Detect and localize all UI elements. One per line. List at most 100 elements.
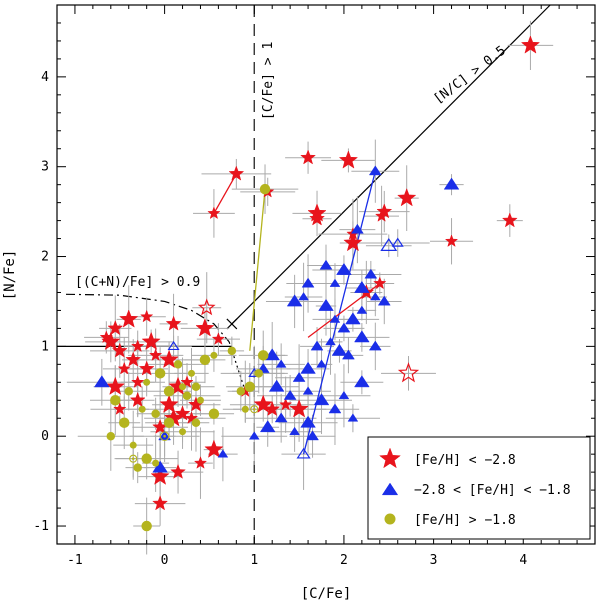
circle-point (141, 520, 152, 532)
triangle-point (380, 238, 398, 251)
star-point (131, 339, 145, 353)
triangle-point (347, 413, 359, 422)
y-axis-title: [N/Fe] (2, 250, 18, 301)
triangle-point (310, 340, 324, 351)
star-point (138, 360, 155, 376)
star-point (211, 332, 226, 345)
triangle-point (364, 268, 378, 279)
c-plus-n-threshold-curve (65, 293, 230, 343)
triangle-point (94, 375, 110, 388)
star-point (125, 351, 142, 367)
n-c-threshold-line (231, 4, 551, 325)
star-point (501, 212, 518, 228)
star-point (174, 405, 191, 421)
y-tick-label: 0 (41, 429, 49, 444)
triangle-point (274, 412, 288, 423)
circle-point (154, 368, 166, 379)
circle-point (129, 454, 138, 463)
threshold-intersection-mark (226, 318, 238, 330)
star-point (150, 466, 170, 485)
circle-point (191, 382, 201, 392)
legend-circle-marker (384, 513, 396, 525)
circle-point (152, 459, 160, 467)
circle-point (227, 346, 237, 356)
triangle-point (301, 277, 315, 288)
circle-point (106, 431, 116, 441)
circle-point (179, 383, 187, 391)
triangle-point (354, 375, 370, 388)
triangle-point (286, 294, 303, 307)
circle-point-center (131, 457, 135, 460)
legend-star-marker (379, 447, 401, 469)
star-point (289, 399, 309, 418)
star-point (373, 276, 387, 290)
triangle-point (329, 278, 341, 287)
connector-line (302, 171, 376, 455)
triangle-point (328, 403, 342, 414)
star-point (119, 309, 139, 328)
star-point (184, 411, 199, 424)
star-point (195, 318, 215, 337)
circle-point (191, 418, 201, 427)
triangle-point (306, 430, 319, 441)
circle-point (119, 417, 130, 428)
circle-point-center (163, 434, 166, 438)
star-point (204, 439, 224, 458)
circle-point (188, 369, 195, 377)
star-point (131, 375, 145, 388)
circle-point (173, 360, 183, 369)
triangle-point (298, 292, 309, 301)
x-tick-label: -1 (67, 553, 83, 568)
star-point (170, 463, 186, 479)
triangle-point (300, 415, 316, 428)
triangle-point (369, 292, 381, 301)
x-tick-label: 4 (519, 553, 527, 568)
circle-point (210, 351, 218, 359)
circle-point (196, 396, 204, 404)
star-point (148, 348, 163, 361)
star-point (101, 331, 121, 351)
star-point (193, 456, 208, 469)
star-point (159, 349, 179, 369)
triangle-point (329, 314, 341, 323)
x-tick-label: 2 (340, 553, 348, 568)
connector-line (249, 189, 266, 351)
triangle-point (300, 361, 316, 374)
circle-point (138, 405, 146, 413)
star-point (300, 149, 316, 165)
triangle-point (377, 295, 391, 306)
circle-point (141, 453, 152, 464)
circle-point (254, 369, 263, 378)
triangle-point (391, 237, 404, 247)
y-tick-label: -1 (33, 519, 49, 534)
triangle-point (368, 165, 382, 176)
star-point (111, 342, 128, 358)
star-point (207, 206, 221, 220)
star-point (180, 375, 194, 388)
y-tick-label: 2 (41, 250, 49, 265)
star-point (397, 362, 420, 383)
circle-point (129, 441, 137, 449)
star-point (374, 209, 389, 222)
x-axis-title: [C/Fe] (301, 586, 352, 602)
triangle-point (264, 348, 281, 361)
triangle-point (259, 420, 276, 433)
triangle-point (217, 449, 229, 458)
reference-lines (57, 4, 551, 544)
triangle-point (268, 379, 285, 392)
triangle-point (318, 298, 334, 311)
star-point (159, 394, 179, 413)
circle-point (244, 381, 256, 393)
circle-point (110, 395, 121, 406)
y-tick-label: 1 (41, 339, 49, 354)
annotation-c-plus-n: [(C+N)/Fe] > 0.9 (75, 275, 200, 290)
x-tick-label: 0 (161, 553, 169, 568)
triangle-point (337, 322, 351, 333)
star-point (141, 331, 161, 351)
x-tick-label: 3 (430, 553, 438, 568)
star-point (197, 298, 216, 316)
triangle-point (292, 371, 306, 382)
triangle-point (336, 262, 352, 275)
triangle-point (296, 447, 311, 459)
star-point (117, 361, 131, 375)
